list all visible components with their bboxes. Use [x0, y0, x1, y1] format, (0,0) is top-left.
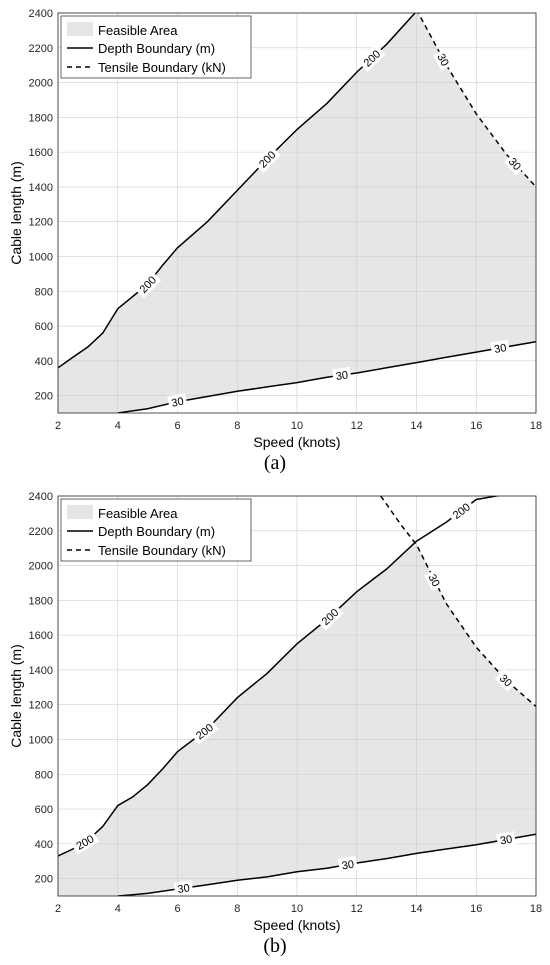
- y-axis-label: Cable length (m): [8, 644, 24, 748]
- x-tick-label: 2: [55, 420, 61, 432]
- legend-entry: Feasible Area: [98, 506, 178, 521]
- contour-label: 30: [167, 393, 188, 411]
- y-tick-label: 1800: [29, 112, 53, 124]
- x-tick-label: 10: [291, 903, 303, 915]
- y-tick-label: 2200: [29, 43, 53, 55]
- x-tick-label: 2: [55, 903, 61, 915]
- chart-panel-b: 200 200 200 200 30 30 30 30 30 2 4 6 8 10 12 14 16 18 200 4…: [0, 483, 550, 965]
- chart-panel-a: 200 200 200 30 30 30 30 30 2 4 6 8 10 12 14 16 18 200 400 6…: [0, 0, 550, 482]
- y-tick-label: 400: [35, 839, 53, 851]
- contour-label-text: 30: [434, 52, 450, 68]
- y-tick-label: 800: [35, 769, 53, 781]
- y-tick-label: 2400: [29, 8, 53, 20]
- contour-label-text: 30: [341, 859, 355, 873]
- contour-label-text: 30: [335, 369, 349, 383]
- legend-entry: Depth Boundary (m): [98, 41, 215, 56]
- contour-label-text: 30: [425, 572, 441, 588]
- contour-label: 30: [432, 48, 454, 71]
- x-tick-label: 16: [470, 420, 482, 432]
- y-tick-label: 600: [35, 321, 53, 333]
- x-tick-label: 4: [115, 903, 121, 915]
- contour-label-text: 30: [493, 342, 507, 356]
- y-tick-label: 2200: [29, 526, 53, 538]
- legend-swatch-area: [67, 505, 93, 519]
- series-line-0: [58, 496, 501, 857]
- series-line-2: [380, 496, 536, 707]
- legend: Feasible Area Depth Boundary (m) Tensile B…: [60, 15, 252, 79]
- y-tick-label: 1400: [29, 182, 53, 194]
- contour-label: 30: [424, 569, 445, 592]
- x-tick-label: 18: [530, 903, 542, 915]
- contour-label: 30: [173, 879, 194, 897]
- legend-swatch-area: [67, 22, 93, 36]
- series-line-0: [58, 13, 416, 369]
- y-tick-label: 1400: [29, 665, 53, 677]
- legend-entry: Tensile Boundary (kN): [98, 543, 226, 558]
- x-tick-label: 8: [234, 903, 240, 915]
- y-tick-label: 2000: [29, 78, 53, 90]
- y-tick-label: 1200: [29, 700, 53, 712]
- contour-label-text: 30: [171, 396, 185, 410]
- x-axis-label: Speed (knots): [253, 434, 340, 450]
- x-tick-label: 12: [351, 420, 363, 432]
- x-tick-label: 4: [115, 420, 121, 432]
- contour-label: 30: [496, 831, 517, 848]
- caption-b: (b): [263, 935, 287, 957]
- x-tick-label: 6: [174, 420, 180, 432]
- legend-entry: Feasible Area: [98, 23, 178, 38]
- x-tick-label: 16: [470, 903, 482, 915]
- legend: Feasible Area Depth Boundary (m) Tensile B…: [60, 498, 252, 562]
- series-line-2: [417, 13, 536, 188]
- y-tick-label: 1200: [29, 217, 53, 229]
- y-tick-label: 400: [35, 356, 53, 368]
- x-tick-label: 8: [234, 420, 240, 432]
- y-tick-label: 600: [35, 804, 53, 816]
- contour-label-text: 30: [177, 882, 191, 896]
- y-tick-label: 200: [35, 874, 53, 886]
- y-tick-label: 2000: [29, 561, 53, 573]
- x-tick-label: 14: [410, 903, 422, 915]
- x-tick-label: 18: [530, 420, 542, 432]
- x-tick-label: 6: [174, 903, 180, 915]
- y-tick-label: 1000: [29, 734, 53, 746]
- contour-label-text: 30: [499, 834, 513, 848]
- contour-label: 30: [337, 856, 358, 873]
- y-tick-label: 800: [35, 286, 53, 298]
- x-tick-label: 12: [351, 903, 363, 915]
- caption-a: (a): [263, 452, 287, 474]
- x-tick-label: 14: [410, 420, 422, 432]
- y-tick-label: 200: [35, 391, 53, 403]
- y-tick-label: 1600: [29, 630, 53, 642]
- x-tick-label: 10: [291, 420, 303, 432]
- y-tick-label: 1000: [29, 251, 53, 263]
- y-tick-label: 1600: [29, 147, 53, 159]
- x-axis-label: Speed (knots): [253, 917, 340, 933]
- legend-entry: Depth Boundary (m): [98, 524, 215, 539]
- contour-label: 30: [331, 366, 352, 384]
- contour-label: 30: [490, 339, 511, 357]
- legend-entry: Tensile Boundary (kN): [98, 60, 226, 75]
- y-axis-label: Cable length (m): [8, 161, 24, 265]
- series-line-1: [117, 340, 536, 413]
- axes-box: [57, 12, 537, 414]
- axes-box: [57, 495, 537, 897]
- y-tick-label: 2400: [29, 491, 53, 503]
- y-tick-label: 1800: [29, 595, 53, 607]
